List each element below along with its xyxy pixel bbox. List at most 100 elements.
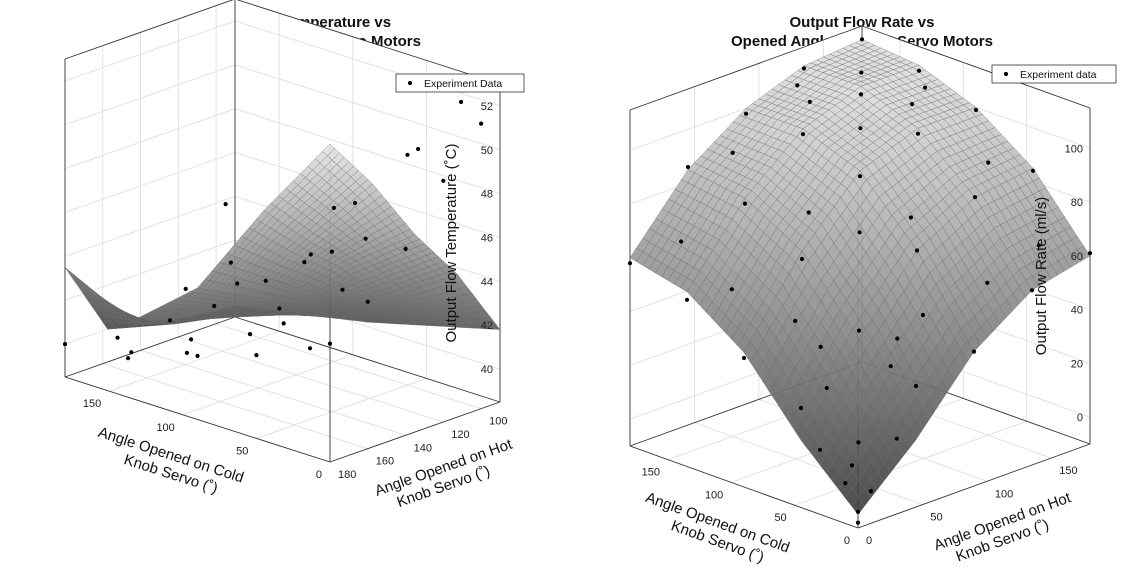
temperature-surface-chart: Output Flow Temperature vs Opened Angle … bbox=[62, 0, 525, 511]
data-point bbox=[189, 337, 194, 342]
z-tick-label: 48 bbox=[481, 189, 493, 201]
tick-labels: 40 42 44 46 48 50 52 0 50 100 150 100 120 140 160 180 bbox=[83, 101, 508, 481]
data-point bbox=[403, 246, 408, 251]
axis-box-edge bbox=[64, 316, 236, 378]
data-point bbox=[856, 440, 861, 445]
legend: Experiment Data bbox=[395, 73, 525, 93]
z-tick-label: 20 bbox=[1071, 358, 1083, 370]
legend-marker bbox=[407, 80, 413, 86]
data-point bbox=[843, 481, 848, 486]
axis-box-edge bbox=[234, 316, 501, 403]
x-tick-label: 100 bbox=[156, 422, 174, 434]
z-tick-label: 44 bbox=[481, 276, 493, 288]
data-point bbox=[1087, 251, 1093, 256]
data-point bbox=[307, 346, 313, 351]
axis-box-edge bbox=[629, 25, 863, 111]
data-point bbox=[986, 160, 991, 165]
data-point bbox=[858, 126, 863, 131]
data-point bbox=[913, 383, 919, 389]
data-point bbox=[62, 342, 68, 347]
y-tick-label: 120 bbox=[451, 429, 469, 441]
data-point bbox=[684, 297, 690, 302]
tick-labels: 0 20 40 60 80 100 0 50 100 150 0 50 100 150 bbox=[642, 143, 1083, 547]
data-point bbox=[627, 261, 633, 266]
data-point bbox=[859, 37, 865, 42]
data-point bbox=[855, 520, 861, 525]
data-point bbox=[894, 436, 899, 441]
data-point bbox=[806, 210, 811, 215]
data-point bbox=[1030, 168, 1036, 173]
data-point bbox=[365, 299, 370, 304]
plot-area bbox=[62, 0, 503, 463]
y-tick-label: 140 bbox=[414, 442, 432, 454]
z-tick-label: 50 bbox=[481, 145, 493, 157]
z-tick-label: 100 bbox=[1065, 143, 1083, 155]
data-point bbox=[340, 287, 345, 292]
data-point bbox=[857, 230, 862, 235]
y-tick-label: 160 bbox=[376, 456, 394, 468]
data-point bbox=[235, 281, 240, 286]
data-point bbox=[741, 355, 747, 361]
data-point bbox=[742, 201, 748, 206]
data-point bbox=[405, 152, 410, 157]
x-tick-label: 150 bbox=[642, 467, 660, 479]
axis-box-edge bbox=[629, 445, 859, 529]
legend-label: Experiment Data bbox=[424, 78, 502, 90]
data-point bbox=[441, 178, 446, 183]
data-point bbox=[888, 364, 893, 369]
data-point bbox=[730, 150, 735, 155]
y-tick-label: 150 bbox=[1059, 465, 1077, 477]
data-point bbox=[126, 356, 131, 361]
data-point bbox=[183, 286, 188, 291]
y-tick-label: 100 bbox=[995, 488, 1013, 500]
data-point bbox=[327, 341, 333, 346]
data-point bbox=[858, 92, 864, 97]
data-point bbox=[308, 252, 313, 257]
data-point bbox=[868, 489, 873, 494]
data-point bbox=[859, 70, 864, 75]
data-point bbox=[971, 349, 977, 354]
data-point bbox=[129, 350, 134, 355]
data-point bbox=[228, 260, 233, 265]
z-tick-label: 0 bbox=[1077, 412, 1083, 424]
experiment-data-points bbox=[627, 37, 1093, 525]
data-point bbox=[973, 107, 979, 113]
x-tick-label: 50 bbox=[774, 512, 786, 524]
flow-rate-surface-chart: Output Flow Rate vs Opened Angle of Knob… bbox=[627, 14, 1117, 566]
data-point bbox=[985, 280, 990, 285]
data-point bbox=[799, 256, 805, 262]
legend-box bbox=[991, 64, 1117, 84]
data-point bbox=[857, 174, 863, 179]
data-point bbox=[855, 509, 861, 514]
data-point bbox=[1029, 288, 1035, 293]
data-point bbox=[793, 318, 798, 323]
axis-box-edge bbox=[64, 376, 331, 463]
x-tick-label: 100 bbox=[705, 489, 723, 501]
data-point bbox=[908, 215, 913, 220]
data-point bbox=[416, 146, 421, 152]
y-tick-label: 180 bbox=[338, 469, 356, 481]
data-point bbox=[801, 66, 807, 71]
data-point bbox=[895, 336, 900, 341]
data-point bbox=[807, 99, 812, 104]
z-axis-label: Output Flow Temperature (˚C) bbox=[443, 144, 460, 343]
temperature-chart-panel: Output Flow Temperature vs Opened Angle … bbox=[0, 0, 560, 568]
data-point bbox=[115, 335, 120, 340]
z-tick-label: 40 bbox=[481, 364, 493, 376]
data-point bbox=[914, 248, 920, 253]
data-point bbox=[817, 447, 823, 452]
surface-cell bbox=[322, 143, 335, 156]
x-tick-label: 150 bbox=[83, 398, 101, 410]
axis-box-edge bbox=[861, 25, 1091, 109]
data-point bbox=[223, 202, 228, 207]
data-point bbox=[795, 83, 800, 88]
surface-cell bbox=[851, 497, 865, 515]
data-point bbox=[856, 328, 862, 333]
data-point bbox=[798, 405, 804, 411]
data-point bbox=[679, 239, 684, 244]
data-point bbox=[743, 111, 749, 116]
data-point bbox=[818, 344, 823, 349]
y-tick-label: 0 bbox=[866, 535, 872, 547]
data-point bbox=[479, 121, 484, 126]
axis-box-edge bbox=[857, 443, 1091, 529]
